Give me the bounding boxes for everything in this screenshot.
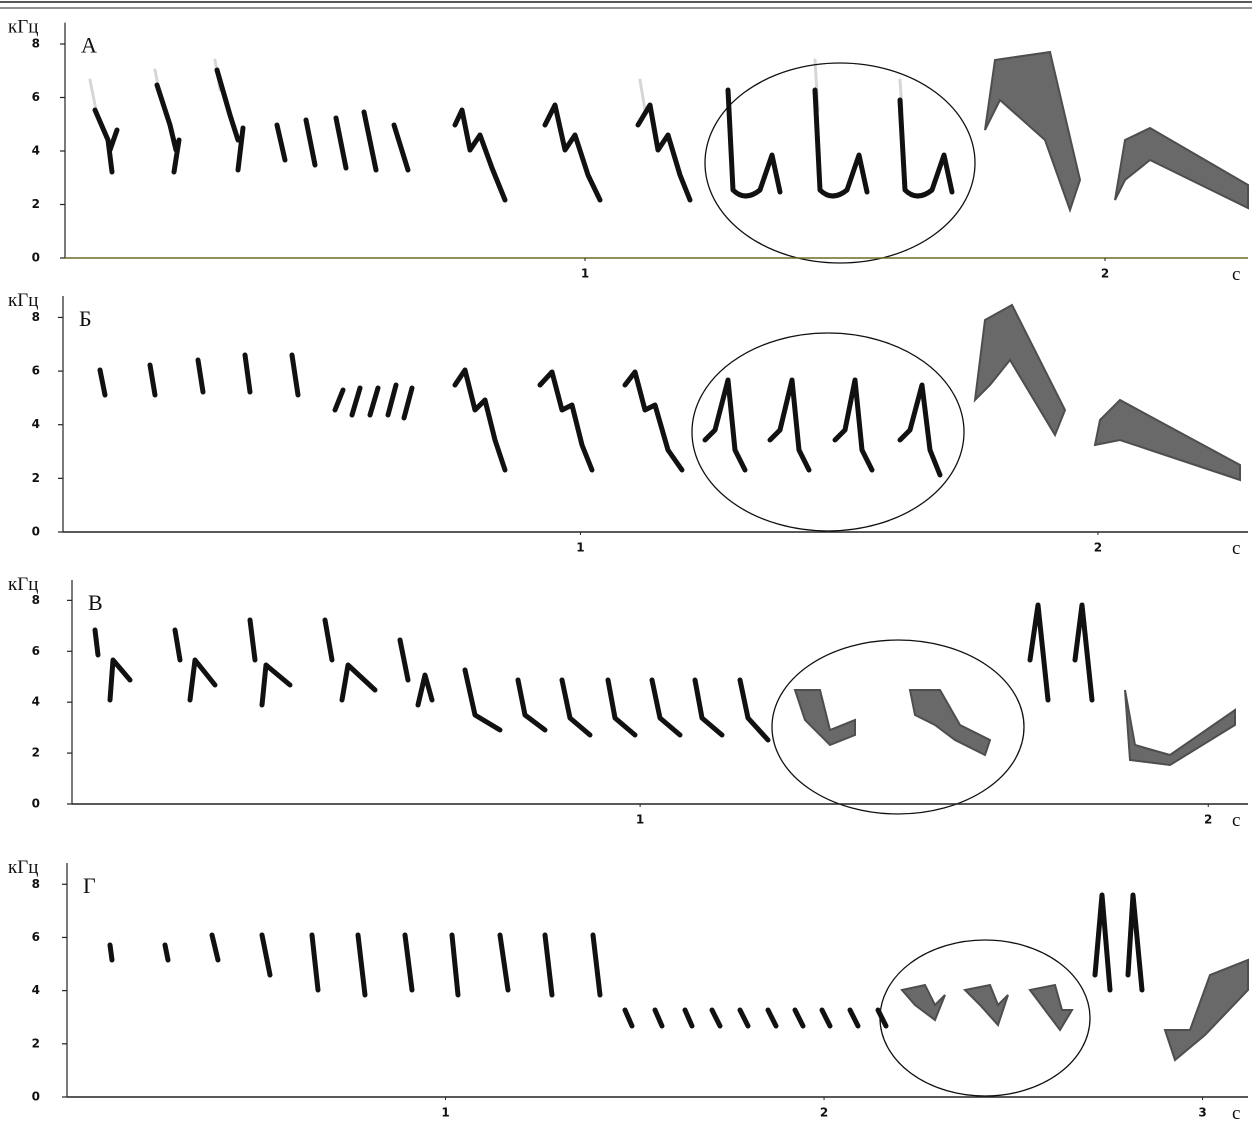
y-axis-label: кГц	[8, 290, 38, 311]
x-axis-label: с	[1232, 264, 1240, 285]
x-axis-label: с	[1232, 810, 1240, 831]
panel-label: В	[88, 590, 103, 615]
y-tick-label: 2	[32, 1036, 40, 1050]
y-tick-label: 2	[32, 746, 40, 760]
x-tick-label: 3	[1198, 1106, 1206, 1120]
y-tick-label: 8	[32, 877, 40, 891]
x-tick-label: 1	[581, 267, 589, 281]
y-tick-label: 4	[32, 417, 40, 431]
y-tick-label: 6	[32, 90, 40, 104]
y-tick-label: 6	[32, 364, 40, 378]
y-tick-label: 8	[32, 310, 40, 324]
x-tick-label: 2	[820, 1106, 828, 1120]
x-tick-label: 1	[441, 1106, 449, 1120]
y-tick-label: 8	[32, 593, 40, 607]
y-tick-label: 2	[32, 197, 40, 211]
spectrogram-traces	[92, 602, 1236, 815]
y-axis-label: кГц	[8, 857, 38, 878]
x-axis-label: с	[1232, 1103, 1240, 1124]
y-tick-label: 0	[32, 797, 40, 811]
y-tick-label: 0	[32, 525, 40, 539]
x-tick-label: 2	[1101, 267, 1109, 281]
y-tick-label: 6	[32, 930, 40, 944]
spectrogram-traces	[88, 50, 1249, 264]
y-axis-label: кГц	[8, 17, 38, 38]
y-tick-label: 4	[32, 144, 40, 158]
x-axis-label: с	[1232, 538, 1240, 559]
y-tick-label: 4	[32, 695, 40, 709]
y-tick-label: 0	[32, 1090, 40, 1104]
y-tick-label: 8	[32, 37, 40, 51]
y-tick-label: 0	[32, 251, 40, 265]
y-tick-label: 2	[32, 471, 40, 485]
y-axis-label: кГц	[8, 574, 38, 595]
spectrogram-traces	[107, 892, 1249, 1097]
panel-label: А	[81, 33, 97, 58]
x-tick-label: 1	[636, 813, 644, 827]
y-tick-label: 6	[32, 644, 40, 658]
spectrogram-traces	[97, 303, 1241, 532]
x-tick-label: 2	[1204, 813, 1212, 827]
panel-label: Г	[83, 873, 96, 898]
y-tick-label: 4	[32, 983, 40, 997]
x-tick-label: 2	[1094, 541, 1102, 555]
x-tick-label: 1	[576, 541, 584, 555]
panel-label: Б	[79, 306, 92, 331]
